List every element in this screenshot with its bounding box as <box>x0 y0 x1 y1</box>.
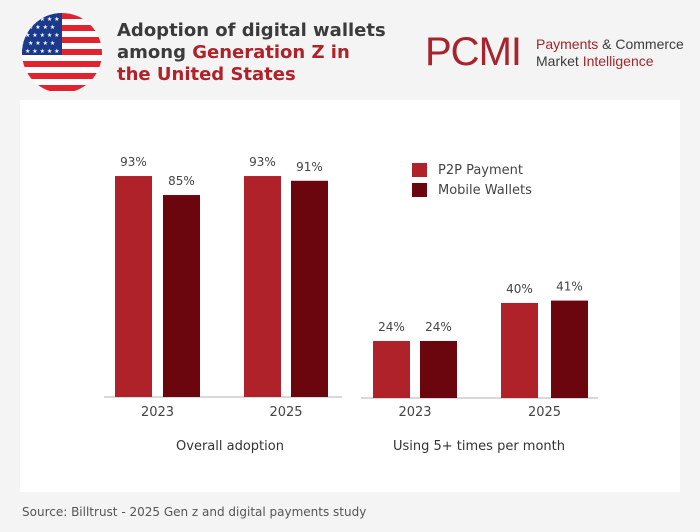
x-tick-label: 2025 <box>269 405 302 420</box>
bar-mobile-wallets-2025 <box>291 180 328 397</box>
pcmi-logo-text: Payments & Commerce Market Intelligence <box>536 36 684 69</box>
bar-mobile-wallets-2023 <box>163 195 200 397</box>
legend-label: P2P Payment <box>438 163 523 178</box>
us-flag-icon: ★ ★ ★ ★ ★ ★ ★ ★ ★ ★ ★ ★ ★ ★ ★ ★ ★ ★ ★ ★ ★ ★ … <box>22 13 102 93</box>
svg-text:★ ★ ★ ★ ★: ★ ★ ★ ★ ★ <box>25 16 60 23</box>
data-label: 40% <box>506 282 533 296</box>
bar-p2p-payment-2023 <box>373 340 410 398</box>
data-label: 91% <box>296 160 323 174</box>
svg-text:★ ★ ★ ★ ★: ★ ★ ★ ★ ★ <box>25 48 60 55</box>
x-tick-label: 2025 <box>528 405 561 420</box>
bar-mobile-wallets-2023 <box>420 340 457 398</box>
data-label: 93% <box>249 155 276 169</box>
svg-text:★ ★ ★ ★: ★ ★ ★ ★ <box>28 40 55 47</box>
page-title: Adoption of digital wallets among Genera… <box>117 20 386 85</box>
bar-p2p-payment-2025 <box>501 302 538 398</box>
bar-p2p-payment-2025 <box>244 176 281 397</box>
data-label: 41% <box>556 280 583 294</box>
legend-swatch <box>412 163 427 177</box>
svg-text:★ ★ ★ ★: ★ ★ ★ ★ <box>28 24 55 31</box>
chart-title: Using 5+ times per month <box>393 439 565 454</box>
source-note: Source: Billtrust - 2025 Gen z and digit… <box>22 505 367 519</box>
bar-p2p-payment-2023 <box>115 176 152 397</box>
legend-label: Mobile Wallets <box>438 183 532 198</box>
data-label: 93% <box>120 155 147 169</box>
chart-title: Overall adoption <box>176 439 284 454</box>
data-label: 24% <box>425 320 452 334</box>
svg-text:★ ★ ★ ★ ★: ★ ★ ★ ★ ★ <box>25 32 60 39</box>
bar-mobile-wallets-2025 <box>551 300 588 398</box>
data-label: 85% <box>168 174 195 188</box>
x-tick-label: 2023 <box>141 405 174 420</box>
legend-swatch <box>412 183 427 197</box>
pcmi-logo: PCMI <box>425 30 522 74</box>
data-label: 24% <box>378 320 405 334</box>
x-tick-label: 2023 <box>398 405 431 420</box>
